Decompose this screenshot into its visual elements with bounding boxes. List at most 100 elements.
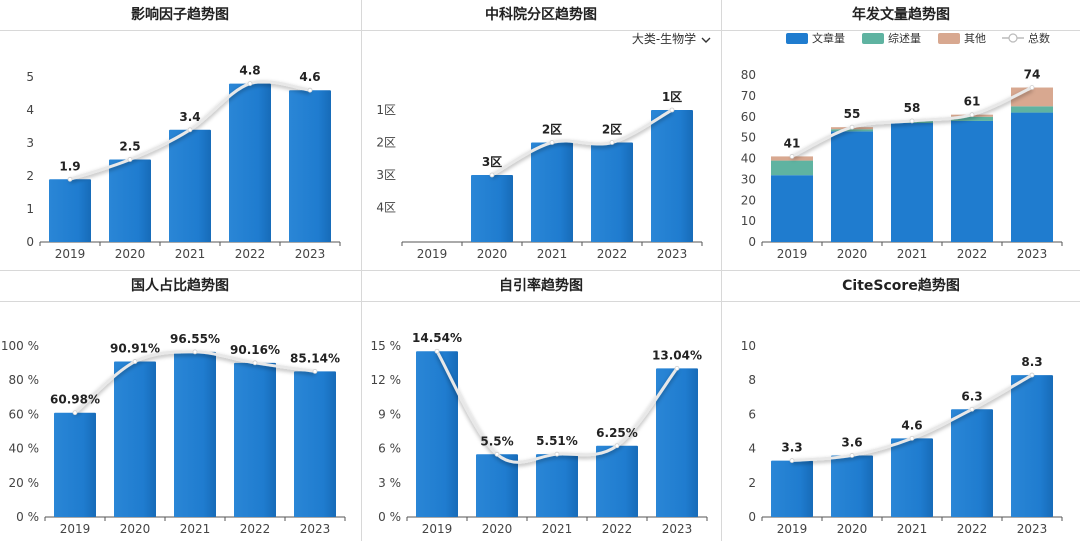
y-tick-label: 20 % xyxy=(9,476,40,490)
panel-chinese-author-ratio: 0 % 20 % 40 % 60 % 80 % 100 % 2019 2020 2021 2022… xyxy=(0,271,360,541)
x-tick-label: 2019 xyxy=(417,247,448,261)
x-tick-label: 2022 xyxy=(597,247,628,261)
panel-impact-factor: 0 1 2 3 4 5 2019 2020 2021 2022 2023 1.9 2.5 3.4 4.8 4.… xyxy=(0,0,360,270)
legend-label: 文章量 xyxy=(812,31,845,45)
panel-title: 影响因子趋势图 xyxy=(0,0,360,30)
x-tick-label: 2020 xyxy=(120,522,151,536)
x-tick-label: 2023 xyxy=(1017,522,1048,536)
y-tick-label: 5 xyxy=(26,70,34,84)
x-tick-label: 2019 xyxy=(55,247,86,261)
trend-point xyxy=(187,127,193,133)
category-dropdown[interactable]: 大类-生物学 xyxy=(632,30,712,47)
trend-point xyxy=(494,451,500,457)
y-tick-label: 30 xyxy=(741,172,756,186)
x-tick-label: 2022 xyxy=(235,247,266,261)
trend-point xyxy=(674,365,680,371)
panel-title: 中科院分区趋势图 xyxy=(362,0,720,30)
bar xyxy=(951,409,993,517)
y-tick-label: 10 xyxy=(741,339,756,353)
data-label: 3.6 xyxy=(841,435,862,449)
impact-factor-chart: 0 1 2 3 4 5 2019 2020 2021 2022 2023 1.9 2.5 3.4 4.8 4.… xyxy=(26,64,341,261)
bar xyxy=(596,445,638,517)
bar xyxy=(49,179,91,242)
bar-segment xyxy=(771,175,813,242)
citescore-chart: 0 2 4 6 8 10 2019 2020 2021 2022 2023 3.3 3.6 4.6 6.3 8… xyxy=(741,339,1063,536)
data-label: 41 xyxy=(784,136,801,150)
bar-segment xyxy=(951,116,993,121)
y-tick-label: 2 xyxy=(748,476,756,490)
trend-point xyxy=(789,458,795,463)
panel-citescore: 0 2 4 6 8 10 2019 2020 2021 2022 2023 3.3 3.6 4.6 6.3 8… xyxy=(722,271,1080,541)
y-tick-label: 10 xyxy=(741,214,756,228)
bar-segment xyxy=(891,123,933,242)
legend-item: 综述量 xyxy=(862,31,921,45)
y-tick-label: 1区 xyxy=(376,103,396,117)
bar xyxy=(531,142,573,242)
legend-item: 总数 xyxy=(1002,31,1050,45)
y-tick-label: 4 xyxy=(748,442,756,456)
trend-point xyxy=(614,443,620,449)
divider xyxy=(0,301,1080,302)
y-tick-label: 2 xyxy=(26,169,34,183)
x-tick-label: 2019 xyxy=(422,522,453,536)
x-tick-label: 2023 xyxy=(300,522,331,536)
x-tick-label: 2019 xyxy=(777,522,808,536)
y-tick-label: 100 % xyxy=(1,339,39,353)
y-tick-label: 9 % xyxy=(378,407,401,421)
trend-point xyxy=(849,124,855,130)
x-tick-label: 2020 xyxy=(837,247,868,261)
bar xyxy=(114,361,156,517)
data-label: 85.14% xyxy=(290,351,340,365)
data-label: 8.3 xyxy=(1021,355,1042,369)
cas-zone-chart: 4区 3区 2区 1区 2019 2020 2021 2022 2023 3区 2区 2区 1区 xyxy=(376,90,703,261)
legend-label: 其他 xyxy=(964,32,986,45)
annual-publications-chart: 0 10 20 30 40 50 60 70 80 2019 2020 2021 2022 2023 文章量… xyxy=(741,31,1063,261)
y-tick-label: 0 % xyxy=(378,510,401,524)
chevron-down-icon xyxy=(700,32,712,46)
y-tick-label: 0 xyxy=(748,235,756,249)
x-tick-label: 2019 xyxy=(60,522,91,536)
x-tick-label: 2023 xyxy=(657,247,688,261)
data-label: 5.51% xyxy=(536,434,578,448)
panel-cas-zone: 4区 3区 2区 1区 2019 2020 2021 2022 2023 3区 2区 2区 1区 中科院… xyxy=(362,0,720,270)
trend-point xyxy=(909,435,915,441)
x-tick-label: 2022 xyxy=(240,522,271,536)
divider xyxy=(0,270,1080,271)
self-citation-rate-chart: 0 % 3 % 6 % 9 % 12 % 15 % 2019 2020 2021 2022 2023… xyxy=(371,331,708,536)
bar xyxy=(294,371,336,517)
y-tick-label: 3 xyxy=(26,136,34,150)
bar-segment xyxy=(1011,112,1053,242)
y-tick-label: 3区 xyxy=(376,168,396,182)
bar xyxy=(591,142,633,242)
data-label: 60.98% xyxy=(50,393,100,407)
data-label: 1区 xyxy=(662,90,682,104)
bar-segment xyxy=(831,129,873,132)
panel-annual-publications: 0 10 20 30 40 50 60 70 80 2019 2020 2021 2022 2023 文章量… xyxy=(722,0,1080,270)
y-tick-label: 4区 xyxy=(376,201,396,215)
x-tick-label: 2023 xyxy=(662,522,693,536)
y-tick-label: 1 xyxy=(26,202,34,216)
trend-point xyxy=(127,157,133,162)
x-tick-label: 2021 xyxy=(175,247,206,261)
legend-item: 其他 xyxy=(938,32,986,45)
y-tick-label: 4 xyxy=(26,103,34,117)
trend-point xyxy=(489,172,495,178)
x-tick-label: 2020 xyxy=(482,522,513,536)
y-tick-label: 80 % xyxy=(9,373,40,387)
y-tick-label: 50 xyxy=(741,131,756,145)
data-label: 1.9 xyxy=(59,159,80,173)
data-label: 14.54% xyxy=(412,331,462,345)
legend-label: 综述量 xyxy=(888,31,921,45)
bar xyxy=(656,368,698,517)
data-label: 96.55% xyxy=(170,332,220,346)
x-tick-label: 2021 xyxy=(537,247,568,261)
bar xyxy=(1011,375,1053,517)
data-label: 90.91% xyxy=(110,342,160,356)
y-tick-label: 60 xyxy=(741,110,756,124)
divider xyxy=(0,30,1080,31)
trend-point xyxy=(67,176,73,182)
trend-point xyxy=(549,140,555,145)
data-label: 61 xyxy=(964,95,981,109)
x-tick-label: 2020 xyxy=(477,247,508,261)
